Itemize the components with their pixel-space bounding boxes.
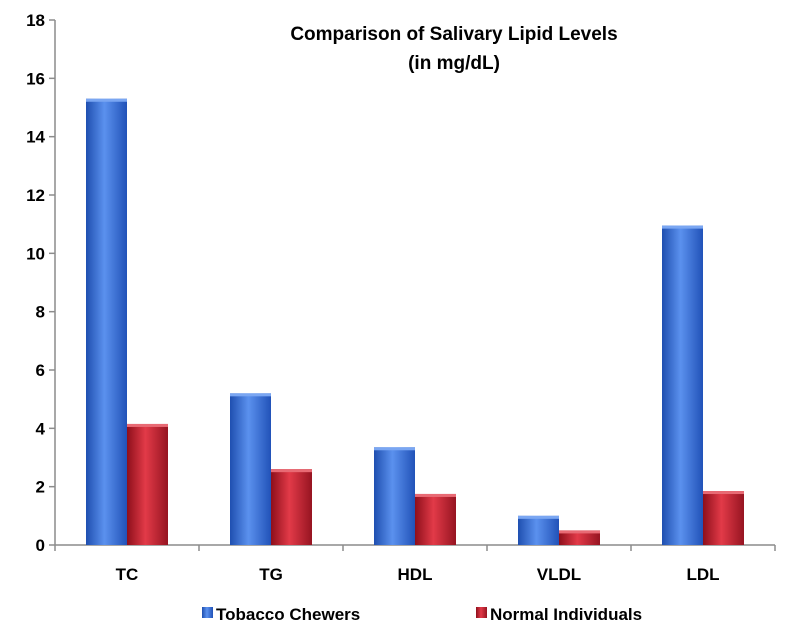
- x-category-label: HDL: [398, 565, 433, 584]
- bar-normal-individuals-vldl-body: [559, 530, 600, 545]
- bar-tobacco-chewers-tg-body: [230, 393, 271, 545]
- bar-tobacco-chewers-tg: [230, 393, 271, 545]
- legend: Tobacco Chewers Normal Individuals: [202, 605, 642, 624]
- y-tick-label: 6: [36, 361, 45, 380]
- y-tick-label: 14: [26, 128, 45, 147]
- bars: [86, 98, 744, 545]
- bar-normal-individuals-vldl: [559, 530, 600, 545]
- bar-normal-individuals-vldl-cap: [559, 530, 600, 534]
- x-category-label: TG: [259, 565, 283, 584]
- y-tick-label: 16: [26, 69, 45, 88]
- bar-normal-individuals-tg-cap: [271, 469, 312, 473]
- bar-normal-individuals-tc-body: [127, 423, 168, 545]
- bar-tobacco-chewers-vldl: [518, 515, 559, 545]
- bar-tobacco-chewers-ldl: [662, 225, 703, 545]
- bar-normal-individuals-ldl-body: [703, 491, 744, 545]
- y-tick-label: 18: [26, 11, 45, 30]
- bar-tobacco-chewers-vldl-cap: [518, 515, 559, 519]
- y-tick-label: 10: [26, 244, 45, 263]
- chart-title-text: Comparison of Salivary Lipid Levels: [290, 24, 617, 45]
- y-tick-label: 12: [26, 186, 45, 205]
- legend-label-normal-individuals: Normal Individuals: [490, 605, 642, 624]
- bar-tobacco-chewers-tc: [86, 98, 127, 545]
- x-category-label: TC: [116, 565, 139, 584]
- y-tick-label: 4: [36, 419, 46, 438]
- bar-normal-individuals-tg-body: [271, 469, 312, 545]
- legend-label-tobacco-chewers: Tobacco Chewers: [216, 605, 360, 624]
- y-tick-label: 0: [36, 536, 45, 555]
- bar-tobacco-chewers-hdl: [374, 447, 415, 545]
- bar-normal-individuals-hdl-body: [415, 493, 456, 545]
- bar-tobacco-chewers-vldl-body: [518, 515, 559, 545]
- bar-normal-individuals-ldl-cap: [703, 491, 744, 495]
- bar-normal-individuals-ldl: [703, 491, 744, 545]
- bar-tobacco-chewers-ldl-body: [662, 225, 703, 545]
- bar-tobacco-chewers-hdl-cap: [374, 447, 415, 451]
- x-category-label: LDL: [686, 565, 719, 584]
- x-axis: [54, 544, 776, 551]
- bar-tobacco-chewers-tg-cap: [230, 393, 271, 397]
- y-tick-label: 2: [36, 478, 45, 497]
- bar-tobacco-chewers-hdl-body: [374, 447, 415, 545]
- bar-normal-individuals-hdl: [415, 493, 456, 545]
- chart-subtitle-text: (in mg/dL): [408, 53, 500, 74]
- chart-title: Comparison of Salivary Lipid Levels (in …: [290, 24, 617, 74]
- bar-tobacco-chewers-ldl-cap: [662, 225, 703, 229]
- x-category-label: VLDL: [537, 565, 581, 584]
- legend-swatch-tobacco-chewers: [202, 607, 213, 618]
- bar-normal-individuals-tg: [271, 469, 312, 545]
- bar-normal-individuals-tc-cap: [127, 423, 168, 427]
- y-tick-label: 8: [36, 303, 45, 322]
- bar-tobacco-chewers-tc-body: [86, 98, 127, 545]
- bar-normal-individuals-tc: [127, 423, 168, 545]
- category-labels: TC TG HDL VLDL LDL: [116, 565, 720, 584]
- bar-tobacco-chewers-tc-cap: [86, 98, 127, 102]
- legend-swatch-normal-individuals: [476, 607, 487, 618]
- y-axis: 0 2 4 6 8 10 12 14 16 18: [26, 11, 56, 555]
- bar-normal-individuals-hdl-cap: [415, 493, 456, 497]
